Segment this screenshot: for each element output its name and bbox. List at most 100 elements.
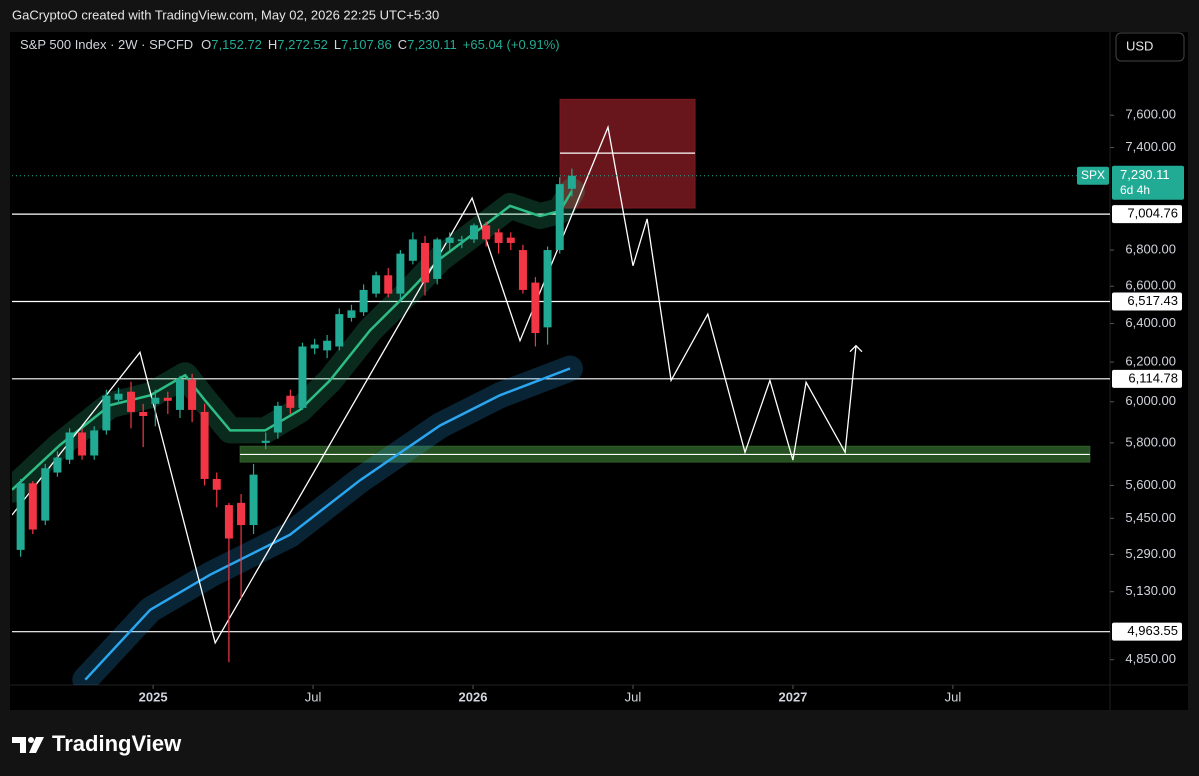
legend-text: L <box>334 37 341 52</box>
y-tick-label: 6,400.00 <box>1125 315 1176 330</box>
countdown-label: 6d 4h <box>1120 183 1150 197</box>
x-tick-label: Jul <box>305 689 322 704</box>
level-label-box <box>1112 205 1182 224</box>
symbol-label: SPX <box>1081 168 1105 182</box>
candle-body <box>482 225 491 240</box>
y-tick-label: 5,130.00 <box>1125 583 1176 598</box>
candle-body <box>102 395 111 431</box>
candle-body <box>531 282 540 334</box>
x-tick-label: Jul <box>945 689 962 704</box>
y-tick-label: 5,800.00 <box>1125 434 1176 449</box>
x-tick-label: 2025 <box>139 689 168 704</box>
candle-body <box>237 502 246 526</box>
y-tick-label: 6,000.00 <box>1125 393 1176 408</box>
currency-button[interactable] <box>1115 32 1185 62</box>
y-tick-label: 5,290.00 <box>1125 546 1176 561</box>
y-tick-label: 6,800.00 <box>1125 241 1176 256</box>
legend-text: 7,152.72 <box>211 37 262 52</box>
candle-body <box>127 391 136 412</box>
candle-body <box>347 310 356 318</box>
logo-mark <box>28 737 34 743</box>
candle-body <box>249 474 258 526</box>
level-label: 4,963.55 <box>1127 623 1178 638</box>
legend-text: H <box>268 37 277 52</box>
candle-body <box>163 397 172 401</box>
y-tick-label: 7,400.00 <box>1125 139 1176 154</box>
candle-body <box>28 483 37 530</box>
overlay-line <box>12 190 573 491</box>
legend-text: 7,107.86 <box>341 37 392 52</box>
candle-body <box>567 175 576 189</box>
level-label-box <box>1112 369 1182 388</box>
candle-body <box>175 379 184 410</box>
last-price-label: 7,230.11 <box>1120 167 1170 182</box>
plot-area <box>12 98 1110 685</box>
candle-body <box>543 250 552 328</box>
candle-body <box>90 430 99 456</box>
x-tick-label: Jul <box>625 689 642 704</box>
x-tick-label: 2027 <box>778 689 807 704</box>
symbol-box <box>1077 166 1109 185</box>
candle-body <box>78 432 87 456</box>
candle-body <box>65 432 74 460</box>
candle-body <box>555 184 564 251</box>
overlay-line <box>12 124 857 645</box>
candle-body <box>310 344 319 349</box>
x-tick-label: 2026 <box>459 689 488 704</box>
candle-body <box>469 225 478 240</box>
candle-body <box>273 405 282 433</box>
legend-text: S&P 500 Index · 2W · SPCFD <box>20 37 193 52</box>
candle-body <box>200 411 209 479</box>
legend-text: C <box>398 37 407 52</box>
candle-body <box>359 289 368 313</box>
candle-body <box>445 237 454 243</box>
candle-body <box>494 232 503 243</box>
legend-text: 7,230.11 <box>407 37 457 52</box>
candle-body <box>261 440 270 443</box>
level-label-box <box>1112 292 1182 311</box>
level-label: 6,114.78 <box>1128 370 1178 385</box>
candle-body <box>114 393 123 400</box>
candle-body <box>408 239 417 261</box>
candle-body <box>433 239 442 279</box>
level-label-box <box>1112 622 1182 641</box>
y-tick-label: 6,600.00 <box>1125 278 1176 293</box>
candle-body <box>188 379 197 410</box>
y-tick-label: 7,600.00 <box>1125 107 1176 122</box>
candle-body <box>53 457 62 473</box>
overlay-line <box>84 367 571 681</box>
logo-mark <box>12 737 26 753</box>
candle-body <box>298 346 307 408</box>
candle-body <box>16 483 25 550</box>
candle-body <box>457 239 466 242</box>
brand-logo <box>12 737 44 753</box>
candle-body <box>224 505 233 539</box>
legend-text: +65.04 (+0.91%) <box>463 37 560 52</box>
legend: S&P 500 Index · 2W · SPCFD O7,152.72 H7,27… <box>20 37 560 52</box>
candle-body <box>421 242 430 283</box>
currency-label[interactable]: USD <box>1126 38 1153 53</box>
candle-body <box>372 275 381 294</box>
logo-mark <box>29 737 44 753</box>
candle-body <box>323 340 332 351</box>
level-label: 6,517.43 <box>1127 293 1178 308</box>
candle-body <box>212 478 221 490</box>
y-tick-label: 5,600.00 <box>1125 477 1176 492</box>
brand-name: TradingView <box>52 731 182 756</box>
legend-text: O <box>201 37 211 52</box>
arrow-head <box>849 344 863 353</box>
y-tick-label: 4,850.00 <box>1125 651 1176 666</box>
level-label: 7,004.76 <box>1127 206 1178 221</box>
candle-body <box>335 314 344 347</box>
header-text: GaCryptoO created with TradingView.com, … <box>12 7 439 22</box>
y-tick-label: 6,200.00 <box>1125 353 1176 368</box>
candle-body <box>286 395 295 408</box>
last-price-box <box>1112 165 1184 200</box>
candle-body <box>518 250 527 290</box>
candle-body <box>384 275 393 294</box>
candle-body <box>151 397 160 404</box>
candle-body <box>41 468 50 521</box>
y-tick-label: 5,450.00 <box>1125 510 1176 525</box>
candle-body <box>139 411 148 417</box>
